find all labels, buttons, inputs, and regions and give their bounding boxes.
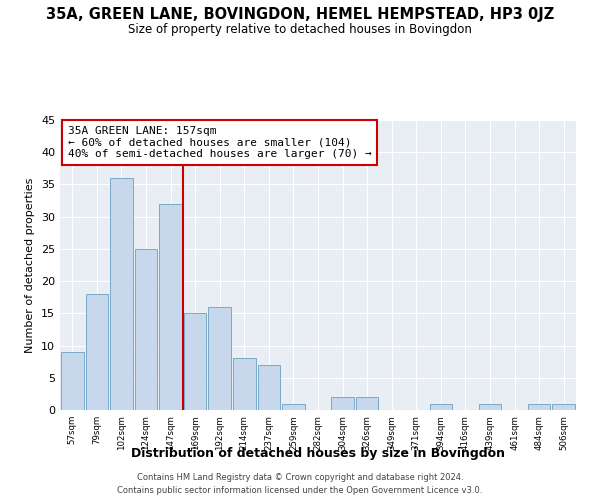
Y-axis label: Number of detached properties: Number of detached properties xyxy=(25,178,35,352)
Bar xyxy=(159,204,182,410)
Text: Distribution of detached houses by size in Bovingdon: Distribution of detached houses by size … xyxy=(131,448,505,460)
Bar xyxy=(61,352,83,410)
Bar xyxy=(553,404,575,410)
Bar xyxy=(208,307,231,410)
Bar xyxy=(110,178,133,410)
Bar xyxy=(184,314,206,410)
Text: Size of property relative to detached houses in Bovingdon: Size of property relative to detached ho… xyxy=(128,22,472,36)
Bar xyxy=(528,404,550,410)
Bar xyxy=(430,404,452,410)
Bar xyxy=(479,404,502,410)
Text: 35A, GREEN LANE, BOVINGDON, HEMEL HEMPSTEAD, HP3 0JZ: 35A, GREEN LANE, BOVINGDON, HEMEL HEMPST… xyxy=(46,8,554,22)
Bar xyxy=(233,358,256,410)
Text: Contains HM Land Registry data © Crown copyright and database right 2024.
Contai: Contains HM Land Registry data © Crown c… xyxy=(118,474,482,495)
Text: 35A GREEN LANE: 157sqm
← 60% of detached houses are smaller (104)
40% of semi-de: 35A GREEN LANE: 157sqm ← 60% of detached… xyxy=(68,126,371,159)
Bar xyxy=(331,397,354,410)
Bar xyxy=(282,404,305,410)
Bar xyxy=(257,365,280,410)
Bar xyxy=(356,397,379,410)
Bar xyxy=(86,294,108,410)
Bar xyxy=(134,249,157,410)
